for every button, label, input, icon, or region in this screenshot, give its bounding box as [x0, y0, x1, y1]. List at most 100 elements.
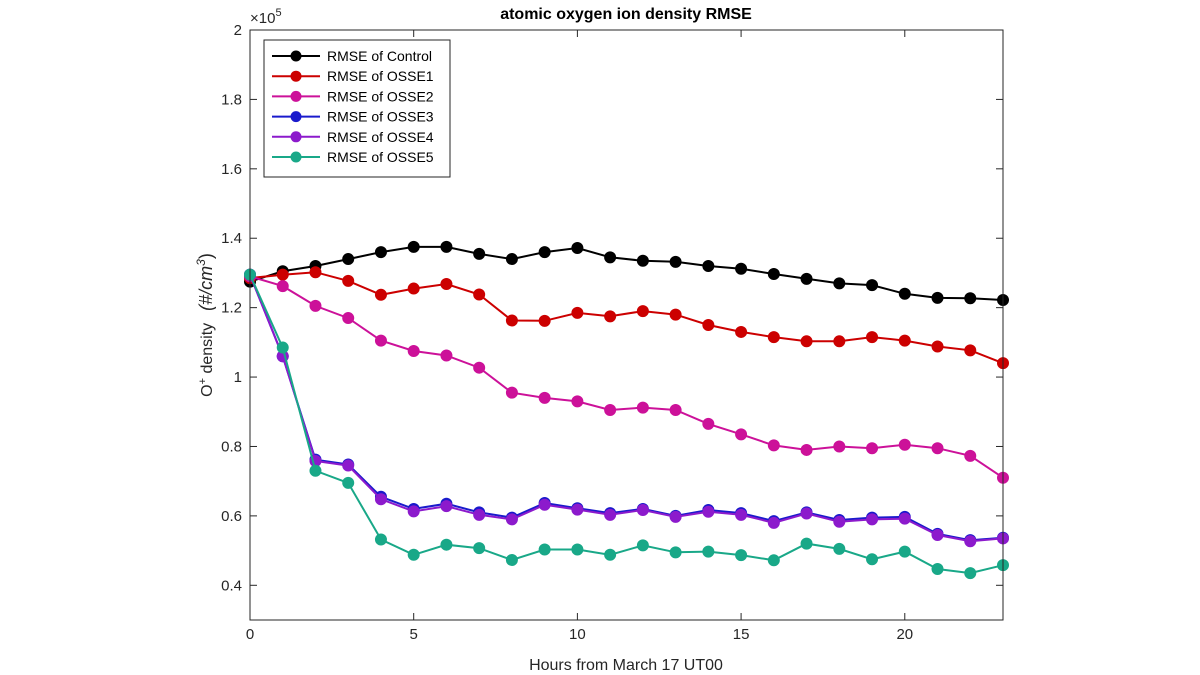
data-point — [702, 505, 715, 518]
legend-entry: RMSE of OSSE3 — [272, 109, 434, 125]
data-point — [898, 545, 911, 558]
y-tick-label: 1.2 — [221, 300, 242, 317]
legend-marker — [290, 151, 302, 163]
data-point — [964, 344, 977, 357]
data-point — [440, 240, 453, 253]
data-point — [636, 305, 649, 318]
data-point — [407, 345, 420, 358]
data-point — [866, 279, 879, 292]
data-point — [767, 267, 780, 280]
x-tick-label: 0 — [246, 626, 254, 643]
y-tick-label: 1.6 — [221, 161, 242, 178]
data-point — [964, 567, 977, 580]
data-point — [571, 543, 584, 556]
data-point — [702, 319, 715, 331]
data-point — [440, 349, 453, 362]
data-point — [735, 508, 748, 521]
data-point — [342, 459, 355, 472]
data-point — [931, 442, 944, 455]
x-tick-label: 15 — [733, 626, 750, 643]
data-point — [767, 554, 780, 567]
y-tick-label: 1.4 — [221, 230, 242, 247]
y-tick-label: 0.6 — [221, 508, 242, 525]
data-point — [538, 543, 551, 556]
data-point — [374, 493, 387, 506]
data-point — [407, 505, 420, 518]
data-point — [604, 251, 617, 264]
data-point — [964, 449, 977, 462]
legend-entry: RMSE of OSSE4 — [272, 129, 434, 145]
data-point — [898, 334, 911, 347]
data-point — [276, 280, 289, 293]
legend-entry: RMSE of Control — [272, 48, 432, 64]
y-exponent-base: ×10 — [250, 10, 275, 27]
data-point — [604, 310, 617, 323]
data-point — [604, 508, 617, 521]
y-tick-label: 0.8 — [221, 438, 242, 455]
data-point — [964, 535, 977, 548]
data-point — [538, 314, 551, 327]
data-point — [800, 443, 813, 456]
data-point — [473, 361, 486, 374]
data-point — [866, 553, 879, 566]
data-point — [931, 562, 944, 575]
data-point — [538, 246, 551, 259]
data-point — [866, 331, 879, 344]
data-point — [440, 500, 453, 513]
data-point — [440, 278, 453, 291]
legend-label: RMSE of OSSE5 — [327, 149, 434, 165]
legend-entry: RMSE of OSSE5 — [272, 149, 434, 165]
data-point — [309, 464, 322, 477]
legend-marker — [290, 90, 302, 102]
legend-marker — [290, 70, 302, 82]
y-label-prefix: O — [199, 384, 216, 396]
y-label-sup: + — [197, 378, 209, 384]
legend-marker — [290, 131, 302, 143]
series-osse5 — [244, 268, 1009, 580]
data-point — [473, 247, 486, 260]
data-point — [342, 476, 355, 489]
data-point — [473, 288, 486, 301]
data-point — [735, 262, 748, 275]
data-point — [669, 255, 682, 268]
data-point — [571, 503, 584, 516]
data-point — [276, 341, 289, 354]
y-label-unit: (#/cm — [196, 266, 216, 311]
data-point — [571, 241, 584, 254]
data-point — [833, 542, 846, 555]
data-point — [604, 548, 617, 561]
data-point — [538, 391, 551, 404]
data-point — [374, 533, 387, 546]
data-point — [833, 515, 846, 528]
data-point — [669, 546, 682, 559]
data-point — [374, 246, 387, 259]
legend-marker — [290, 50, 302, 62]
data-point — [800, 537, 813, 550]
data-point — [833, 335, 846, 348]
y-axis-label: O+ density (#/cm3) — [194, 253, 216, 397]
data-point — [505, 386, 518, 399]
y-tick-label: 1.8 — [221, 91, 242, 108]
legend-marker — [290, 111, 302, 123]
data-point — [407, 548, 420, 561]
data-point — [898, 438, 911, 451]
data-point — [538, 498, 551, 511]
y-label-mid: density — [199, 323, 216, 378]
data-point — [800, 272, 813, 285]
data-point — [833, 440, 846, 453]
data-point — [735, 549, 748, 562]
series-layer — [244, 240, 1009, 580]
data-point — [735, 428, 748, 441]
legend-label: RMSE of OSSE4 — [327, 129, 434, 145]
data-point — [636, 401, 649, 414]
data-point — [669, 308, 682, 321]
data-point — [636, 254, 649, 267]
data-point — [374, 334, 387, 347]
legend-label: RMSE of OSSE1 — [327, 68, 434, 84]
data-point — [931, 291, 944, 304]
y-exponent-power: 5 — [275, 7, 281, 19]
x-tick-label: 10 — [569, 626, 586, 643]
data-point — [407, 240, 420, 253]
data-point — [309, 299, 322, 312]
